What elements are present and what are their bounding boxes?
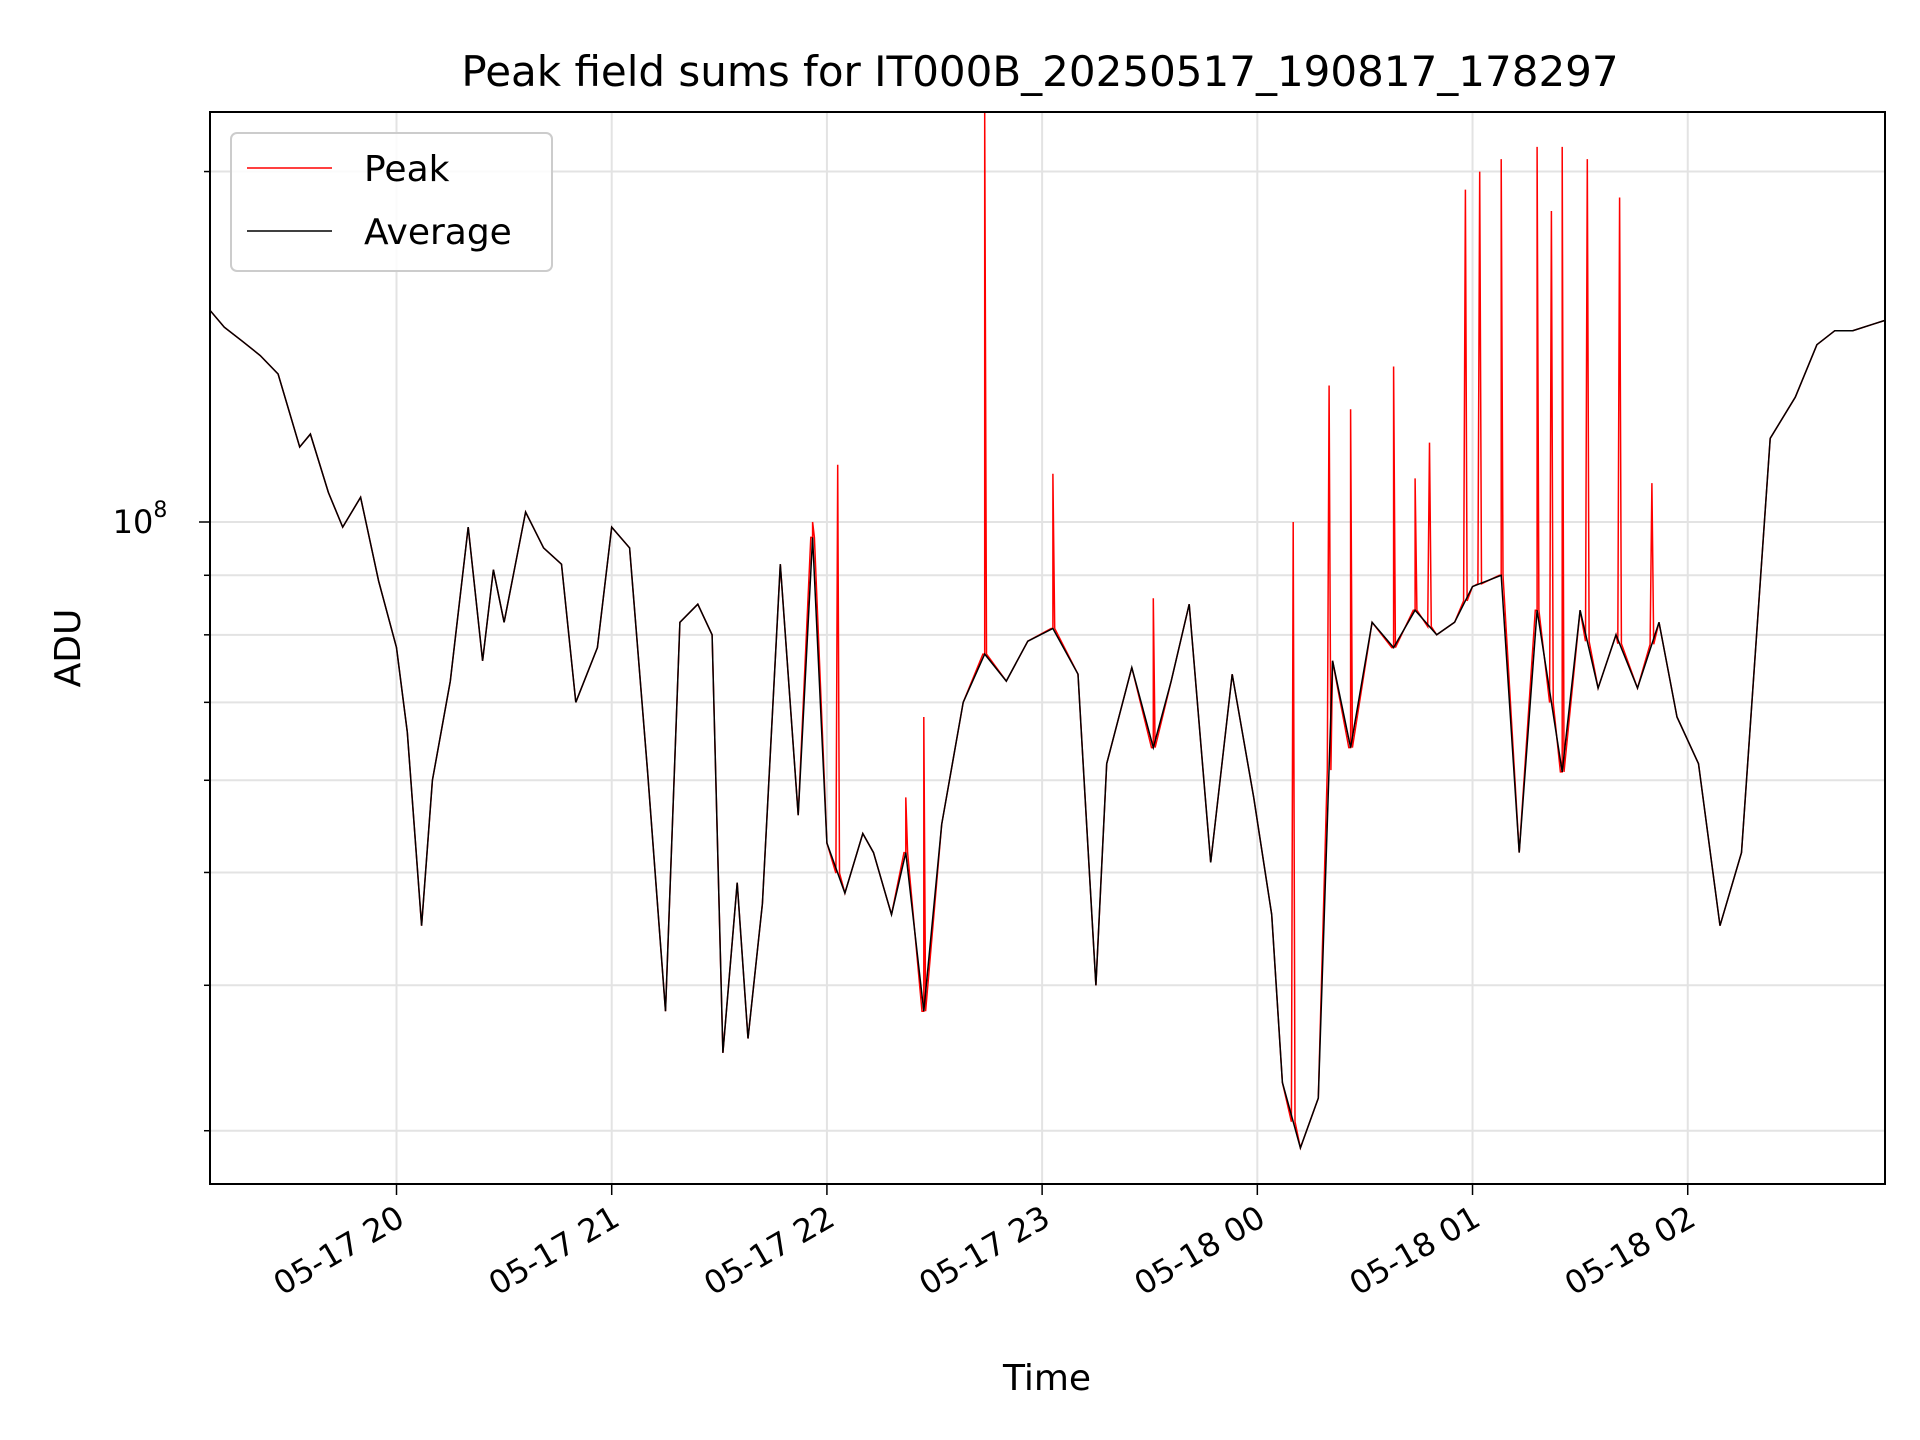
chart-title: Peak field sums for IT000B_20250517_1908…: [461, 47, 1618, 96]
y-axis: 108: [113, 170, 210, 1132]
plot-frame: [209, 111, 1886, 1185]
y-tick-label-exponent: 8: [153, 498, 167, 523]
series-layer: [209, 111, 1886, 1151]
legend-average-label: Average: [364, 212, 512, 253]
x-axis-label: Time: [1002, 1358, 1091, 1399]
y-tick-label: 108: [113, 498, 168, 541]
legend: Peak Average: [230, 132, 553, 272]
y-tick-label-base: 10: [113, 503, 154, 541]
y-axis-label: ADU: [48, 609, 89, 688]
legend-peak-label: Peak: [364, 149, 450, 190]
average-series-line: [209, 309, 1886, 1151]
